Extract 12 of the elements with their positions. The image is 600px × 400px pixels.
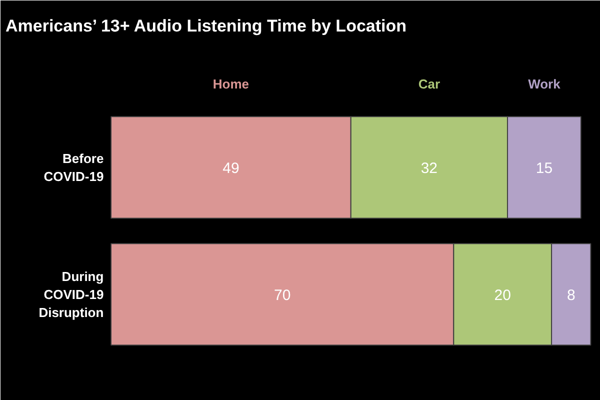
series-label: Work — [528, 76, 562, 92]
data-label: 8 — [566, 286, 576, 304]
data-label: 15 — [536, 160, 553, 177]
series-label: Car — [418, 76, 440, 92]
chart-title: Americans’ 13+ Audio Listening Time by Location — [6, 16, 407, 36]
data-label: 32 — [420, 160, 438, 177]
y-tick-label: Before COVID-19 — [44, 150, 104, 184]
series-label: Home — [212, 76, 250, 92]
data-label: 70 — [274, 286, 291, 304]
y-tick-label: During COVID-19 Disruption — [38, 268, 104, 320]
data-label: 20 — [494, 286, 511, 304]
data-label: 49 — [222, 160, 240, 177]
